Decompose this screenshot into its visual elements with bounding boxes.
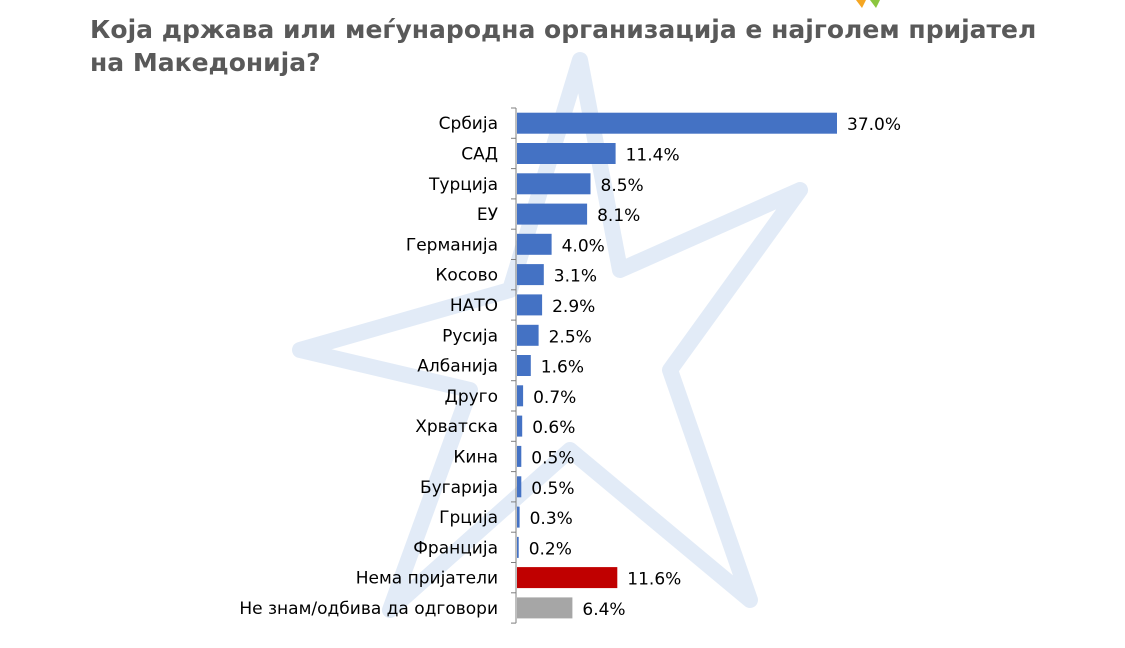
category-label: Грција — [439, 508, 498, 528]
value-label: 1.6% — [541, 358, 584, 378]
value-label: 37.0% — [847, 115, 901, 135]
labels: Србија 37.0% САД 11.4% Турција 8.5% ЕУ 8.1% Герм… — [239, 114, 901, 620]
bar — [517, 415, 523, 437]
value-label: 11.4% — [626, 146, 680, 166]
value-label: 4.0% — [562, 236, 605, 256]
bar — [517, 324, 539, 346]
bar — [517, 173, 591, 195]
value-label: 0.7% — [533, 388, 576, 408]
value-label: 11.6% — [627, 570, 681, 590]
bar — [517, 476, 522, 498]
bars — [517, 112, 837, 619]
bar — [517, 203, 588, 225]
category-label: Германија — [406, 235, 498, 255]
category-label: Албанија — [417, 357, 498, 377]
category-label: Русија — [442, 326, 498, 346]
value-label: 2.5% — [549, 327, 592, 347]
bar — [517, 445, 522, 467]
bar — [517, 567, 618, 589]
value-label: 8.5% — [601, 176, 644, 196]
category-label: Србија — [439, 114, 498, 134]
category-label: Косово — [435, 266, 498, 286]
bar — [517, 112, 837, 134]
bar — [517, 264, 544, 286]
bar — [517, 597, 573, 619]
category-label: ЕУ — [477, 205, 499, 225]
bar — [517, 143, 616, 164]
category-label: Бугарија — [420, 478, 498, 498]
category-label: НАТО — [450, 296, 498, 316]
logo-icon — [856, 0, 880, 8]
star-watermark — [292, 52, 808, 618]
value-label: 6.4% — [582, 600, 625, 620]
value-label: 2.9% — [552, 297, 595, 317]
category-label: Друго — [445, 387, 498, 407]
y-axis — [511, 107, 517, 624]
chart-title: Која држава или меѓународна организација… — [90, 15, 1037, 77]
value-label: 3.1% — [554, 267, 597, 287]
bar — [517, 506, 520, 528]
bar — [517, 233, 552, 255]
category-label: Кина — [453, 447, 498, 467]
value-label: 0.5% — [531, 448, 574, 468]
bar — [517, 294, 543, 316]
category-label: Не знам/одбива да одговори — [239, 599, 498, 619]
bar — [517, 355, 531, 376]
category-label: Франција — [413, 538, 498, 558]
category-label: Турција — [428, 175, 498, 195]
category-label: САД — [461, 145, 498, 165]
value-label: 0.2% — [529, 539, 572, 559]
value-label: 0.6% — [532, 418, 575, 438]
bar — [517, 385, 524, 407]
value-label: 0.3% — [530, 509, 573, 529]
bar — [517, 536, 519, 558]
category-label: Нема пријатели — [356, 569, 498, 589]
value-label: 8.1% — [597, 206, 640, 226]
value-label: 0.5% — [531, 479, 574, 499]
category-label: Хрватска — [415, 417, 498, 437]
